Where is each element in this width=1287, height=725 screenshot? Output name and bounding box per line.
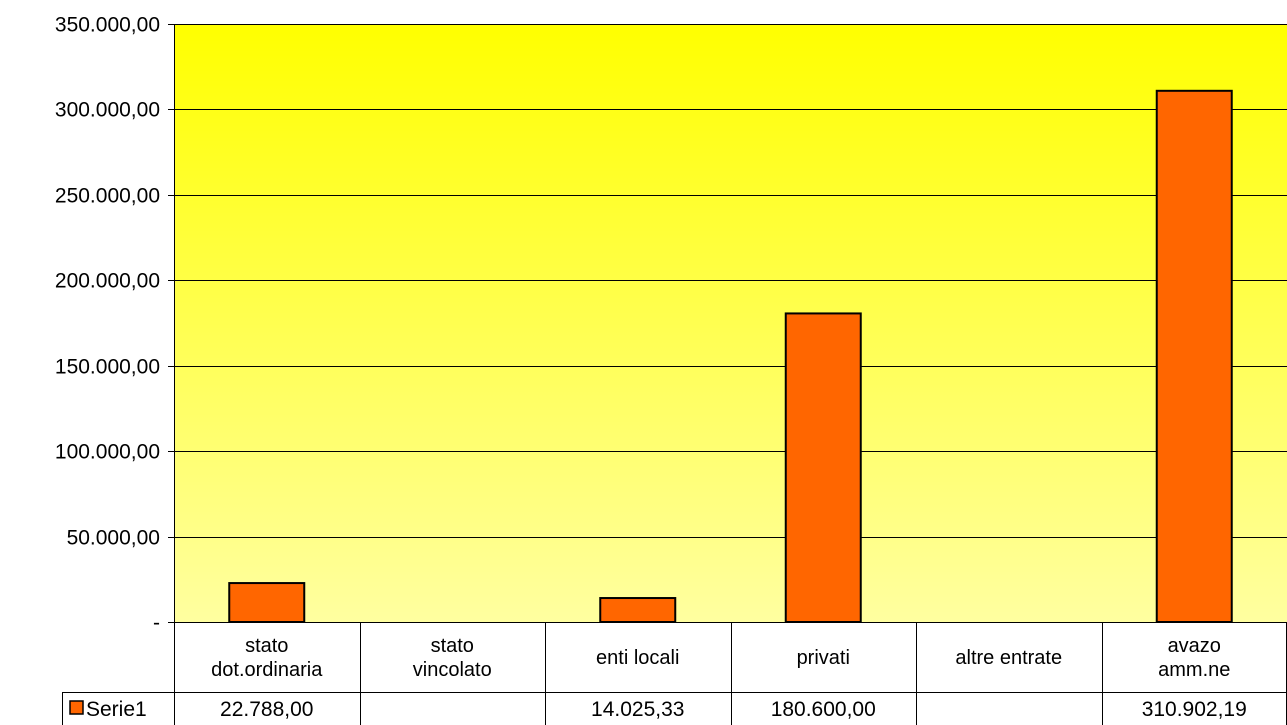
category-label: vincolato [413,659,492,681]
y-tick-label: - [153,612,160,635]
y-axis-tick-labels: - 50.000,00 100.000,00 150.000,00 200.000,00… [55,14,160,635]
bars [228,89,1233,624]
series-name: Serie1 [86,698,147,721]
bar [228,582,306,623]
category-label: stato [245,635,288,657]
bar [599,597,677,624]
y-tick-label: 250.000,00 [55,185,160,208]
data-table-value: 14.025,33 [591,698,684,721]
plot-area [174,24,1287,622]
category-label: dot.ordinaria [211,659,323,681]
y-tick-label: 100.000,00 [55,441,160,464]
category-label: enti locali [596,647,679,669]
category-label: altre entrate [955,647,1062,669]
category-label: stato [431,635,474,657]
y-tick-label: 150.000,00 [55,356,160,379]
y-tick-label: 300.000,00 [55,99,160,122]
bar [1155,89,1233,624]
y-tick-label: 50.000,00 [67,527,160,550]
bar [784,312,862,623]
category-label: privati [797,647,850,669]
category-label: avazo [1168,635,1221,657]
y-tick-label: 350.000,00 [55,14,160,37]
data-table-value: 310.902,19 [1142,698,1247,721]
data-table-value: 180.600,00 [771,698,876,721]
y-tick-label: 200.000,00 [55,270,160,293]
gridlines [168,24,1287,623]
category-label: amm.ne [1158,659,1230,681]
data-table-value: 22.788,00 [220,698,313,721]
legend-key [69,700,84,715]
